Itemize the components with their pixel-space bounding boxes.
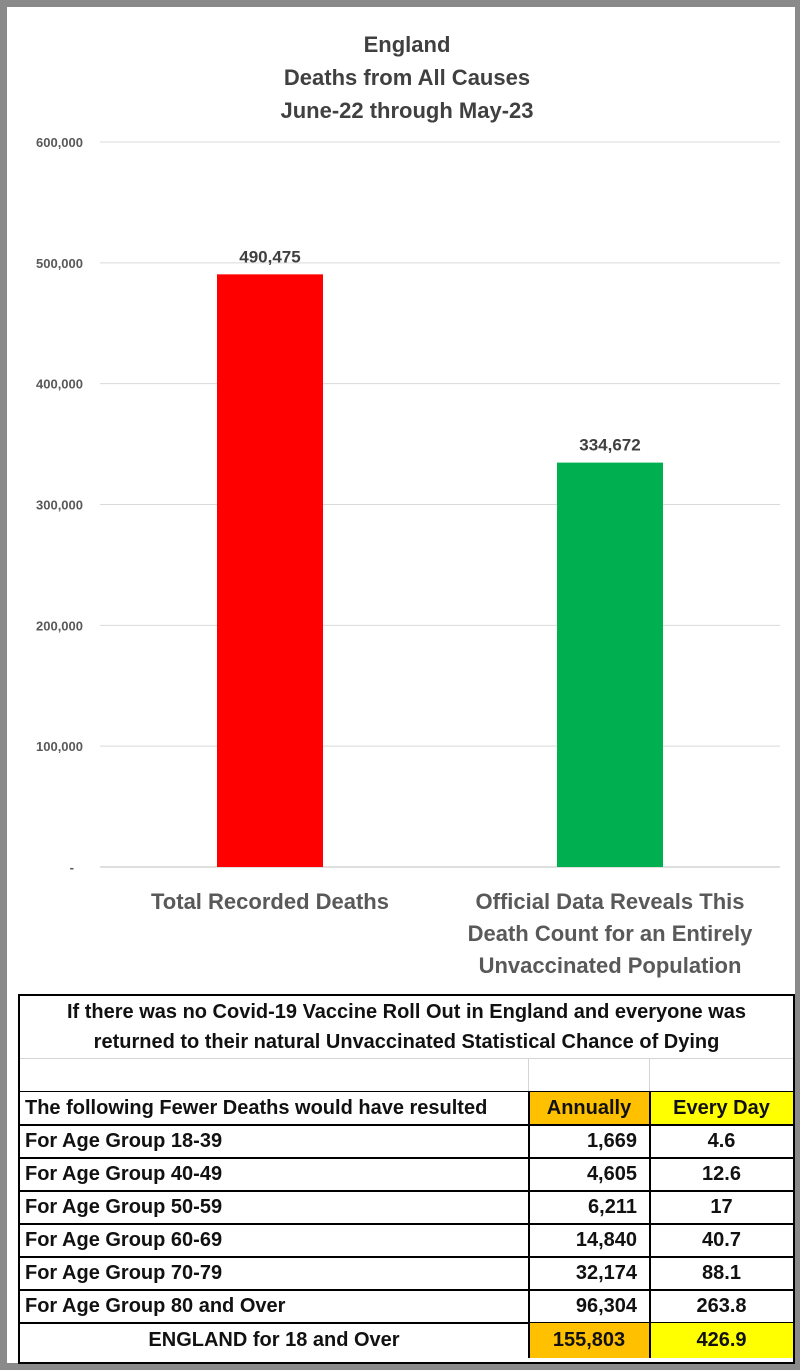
- bar-1: [217, 274, 323, 867]
- row-every-day-value: 4.6: [707, 1130, 736, 1152]
- header-label: The following Fewer Deaths would have re…: [25, 1097, 488, 1119]
- total-label: ENGLAND for 18 and Over: [148, 1329, 400, 1351]
- data-label-2: 334,672: [579, 436, 640, 455]
- row-annually-value: 14,840: [575, 1229, 637, 1251]
- y-tick-label: 600,000: [36, 135, 83, 150]
- x-category-label-2-line-2: Death Count for an Entirely: [468, 921, 754, 946]
- chart-title-line-3: June-22 through May-23: [280, 98, 533, 123]
- table-divider: [528, 1092, 530, 1358]
- row-every-day-value: 12.6: [702, 1163, 741, 1185]
- table-rule: [20, 1157, 793, 1159]
- y-tick-label: 100,000: [36, 739, 83, 754]
- row-label: For Age Group 60-69: [25, 1229, 223, 1251]
- fewer-deaths-table: If there was no Covid-19 Vaccine Roll Ou…: [18, 994, 795, 1364]
- row-label: For Age Group 80 and Over: [25, 1295, 286, 1317]
- row-label: For Age Group 40-49: [25, 1163, 223, 1185]
- row-annually-value: 96,304: [575, 1295, 637, 1317]
- table-rule: [20, 1289, 793, 1291]
- y-tick-label: -: [70, 860, 74, 875]
- row-label: For Age Group 18-39: [25, 1130, 223, 1152]
- row-every-day-value: 17: [710, 1196, 733, 1218]
- spacer-top-line: [20, 1058, 793, 1059]
- table-rule: [20, 1322, 793, 1324]
- table-rule: [20, 1256, 793, 1258]
- row-annually-value: 32,174: [575, 1262, 637, 1284]
- x-category-label-2-line-3: Unvaccinated Population: [479, 953, 742, 978]
- chart-svg: England Deaths from All Causes June-22 thr…: [36, 32, 780, 978]
- y-tick-label: 400,000: [36, 377, 83, 392]
- row-every-day-value: 88.1: [702, 1262, 741, 1284]
- row-annually-value: 4,605: [586, 1163, 637, 1185]
- y-tick-label: 300,000: [36, 498, 83, 513]
- row-annually-value: 6,211: [588, 1196, 637, 1218]
- table-spacer-row: [20, 1058, 793, 1091]
- table-rule: [20, 1223, 793, 1225]
- chart-title-line-1: England: [364, 32, 451, 57]
- total-annually-value: 155,803: [529, 1323, 649, 1358]
- table-note-line-2: returned to their natural Unvaccinated S…: [93, 1031, 720, 1053]
- row-every-day-value: 40.7: [702, 1229, 741, 1251]
- table-note: If there was no Covid-19 Vaccine Roll Ou…: [20, 996, 793, 1058]
- y-tick-label: 200,000: [36, 618, 83, 633]
- spacer-divider: [528, 1058, 529, 1091]
- table-note-line-1: If there was no Covid-19 Vaccine Roll Ou…: [66, 1001, 747, 1023]
- bar-2: [557, 462, 663, 867]
- table-rule: [20, 1124, 793, 1126]
- spacer-divider: [649, 1058, 650, 1091]
- header-every-day: Every Day: [650, 1092, 793, 1125]
- total-every-day-value: 426.9: [650, 1323, 793, 1358]
- y-tick-label: 500,000: [36, 256, 83, 271]
- table-rule: [20, 1091, 793, 1092]
- chart-title-line-2: Deaths from All Causes: [284, 65, 530, 90]
- bar-chart: England Deaths from All Causes June-22 thr…: [14, 14, 800, 992]
- data-label-1: 490,475: [239, 247, 300, 266]
- table-rule: [20, 1190, 793, 1192]
- row-label: For Age Group 50-59: [25, 1196, 223, 1218]
- x-category-label-2-line-1: Official Data Reveals This: [476, 889, 745, 914]
- row-every-day-value: 263.8: [696, 1295, 747, 1317]
- table-divider: [649, 1092, 651, 1358]
- header-annually: Annually: [529, 1092, 649, 1125]
- row-label: For Age Group 70-79: [25, 1262, 223, 1284]
- row-annually-value: 1,669: [586, 1130, 637, 1152]
- x-category-label-1-line-1: Total Recorded Deaths: [151, 889, 389, 914]
